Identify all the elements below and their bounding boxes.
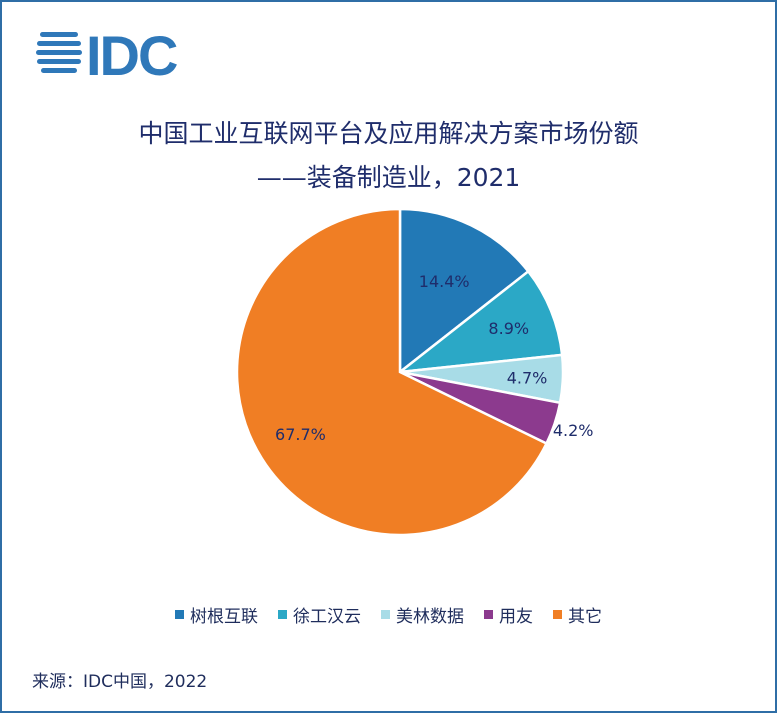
legend-label: 徐工汉云 xyxy=(293,607,361,627)
chart-subtitle: ——装备制造业，2021 xyxy=(256,163,521,192)
pie-slice-1 xyxy=(395,269,564,374)
legend-swatch xyxy=(175,610,184,619)
pie-slice-0 xyxy=(398,207,531,375)
pie-chart: 14.4% 8.9% 4.7% 4.2% 67.7% xyxy=(235,207,594,537)
legend-item: 用友 xyxy=(484,602,533,627)
legend-swatch xyxy=(484,610,493,619)
legend: 树根互联 徐工汉云 美林数据 用友 其它 xyxy=(2,602,775,627)
data-label: 14.4% xyxy=(419,272,470,291)
svg-text:IDC: IDC xyxy=(86,24,177,82)
data-label: 4.7% xyxy=(507,368,548,387)
data-label: 67.7% xyxy=(275,425,326,444)
pie-slice-4 xyxy=(235,207,549,537)
data-label: 8.9% xyxy=(488,319,529,338)
legend-label: 树根互联 xyxy=(190,607,258,627)
legend-item: 美林数据 xyxy=(381,602,464,627)
legend-item: 树根互联 xyxy=(175,602,258,627)
legend-label: 美林数据 xyxy=(396,607,464,627)
legend-swatch xyxy=(553,610,562,619)
idc-logo: IDC xyxy=(36,24,179,82)
data-label: 4.2% xyxy=(553,421,594,440)
chart-title: 中国工业互联网平台及应用解决方案市场份额 xyxy=(138,119,639,148)
legend-item: 徐工汉云 xyxy=(278,602,361,627)
legend-item: 其它 xyxy=(553,602,602,627)
legend-label: 其它 xyxy=(568,607,602,627)
legend-swatch xyxy=(278,610,287,619)
legend-label: 用友 xyxy=(499,607,533,627)
source-note: 来源：IDC中国，2022 xyxy=(32,672,208,692)
legend-swatch xyxy=(381,610,390,619)
